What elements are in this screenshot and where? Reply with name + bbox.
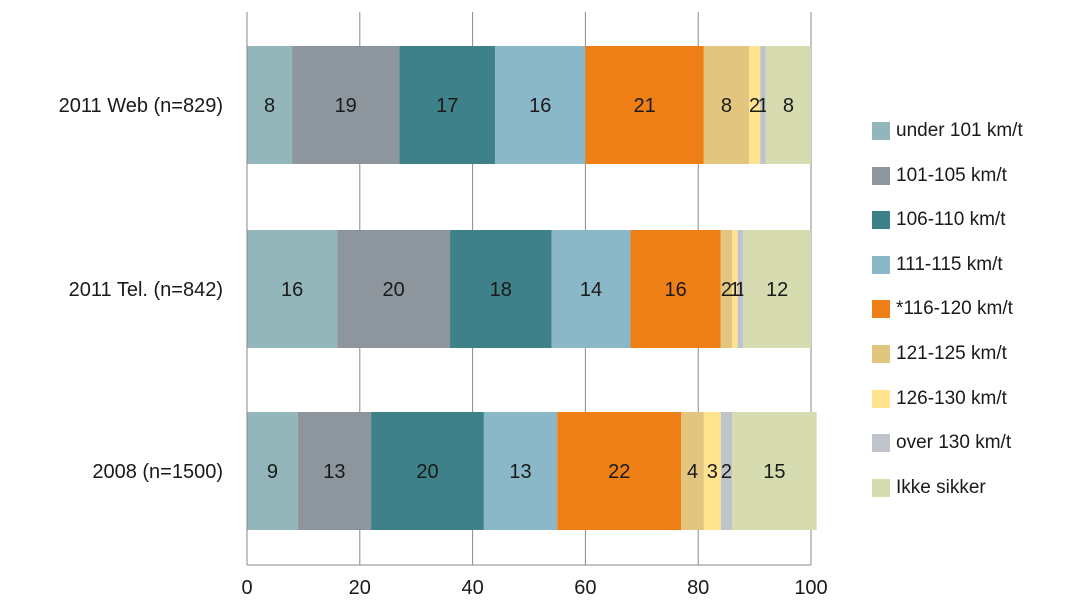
category-label: 2008 (n=1500): [92, 461, 223, 483]
data-label: 19: [335, 95, 357, 117]
bar-segment: [760, 46, 766, 164]
legend-swatch: [872, 122, 890, 140]
data-label: 16: [281, 279, 303, 301]
data-label: 16: [529, 95, 551, 117]
data-label: 3: [707, 461, 718, 483]
legend-label: under 101 km/t: [896, 120, 1023, 141]
data-label: 2: [749, 95, 760, 117]
legend-item: *116-120 km/t: [872, 294, 1013, 324]
legend-swatch: [872, 166, 890, 185]
legend-label: 101-105 km/t: [896, 164, 1007, 186]
data-label: 21: [633, 95, 655, 117]
legend-swatch: [872, 255, 890, 274]
legend-label: 106-110 km/t: [896, 209, 1006, 231]
bar-segment: [737, 230, 744, 348]
data-label: 20: [416, 461, 438, 483]
bar-segment: [292, 46, 400, 164]
data-label: 20: [383, 279, 405, 301]
bar-segment: [483, 412, 558, 530]
x-tick-label: 80: [687, 577, 709, 599]
legend-item: 126-130 km/t: [872, 384, 1007, 414]
data-label: 13: [323, 461, 345, 483]
bar-segment: [495, 46, 586, 164]
data-label: 16: [665, 279, 687, 301]
legend-label: *116-120 km/t: [896, 298, 1013, 320]
data-label: 17: [436, 95, 458, 117]
bar-segment: [703, 46, 749, 164]
category-label: 2011 Web (n=829): [59, 95, 223, 117]
data-label: 1: [729, 279, 740, 301]
legend-label: Ikke sikker: [896, 476, 986, 498]
data-label: 8: [264, 95, 275, 117]
legend-swatch: [872, 434, 890, 453]
data-label: 8: [783, 95, 794, 117]
bar-segment: [765, 46, 811, 164]
bar-segment: [743, 230, 811, 348]
data-label: 4: [687, 461, 698, 483]
bar-segment: [297, 412, 372, 530]
legend-item: 106-110 km/t: [872, 205, 1005, 235]
data-label: 22: [608, 461, 630, 483]
bar-segment: [681, 412, 704, 530]
x-tick-label: 20: [349, 577, 371, 599]
legend-label: 121-125 km/t: [896, 343, 1007, 364]
x-tick-label: 40: [461, 577, 483, 599]
legend-item: 101-105 km/t: [872, 161, 1007, 191]
bar-segment: [732, 230, 738, 348]
legend-item: 121-125 km/t: [872, 339, 1007, 369]
bar-segment: [247, 46, 293, 164]
bar-segment: [585, 46, 704, 164]
legend-item: Ikke sikker: [872, 473, 986, 503]
data-label: 2: [721, 279, 732, 301]
legend-swatch: [872, 389, 890, 408]
x-tick-label: 100: [794, 577, 827, 599]
data-label: 12: [766, 279, 788, 301]
data-label: 14: [580, 279, 602, 301]
data-label: 9: [267, 461, 278, 483]
data-label: 15: [763, 461, 785, 483]
bar-segment: [551, 230, 631, 348]
legend-label: 126-130 km/t: [896, 387, 1007, 409]
category-label: 2011 Tel. (n=842): [69, 279, 223, 301]
legend-swatch: [872, 300, 890, 319]
legend-item: over 130 km/t: [872, 428, 1011, 458]
bar-segment: [630, 230, 721, 348]
x-tick-label: 60: [574, 577, 596, 599]
legend-label: 111-115 km/t: [896, 253, 1003, 275]
data-label: 13: [509, 461, 531, 483]
legend-swatch: [872, 345, 890, 363]
legend-swatch: [872, 211, 890, 230]
bar-segment: [748, 46, 761, 164]
x-tick-label: 0: [241, 577, 252, 599]
bar-segment: [720, 230, 733, 348]
bar-segment: [720, 412, 733, 530]
legend-item: under 101 km/t: [872, 116, 1023, 146]
bar-segment: [399, 46, 496, 164]
bar-segment: [371, 412, 484, 530]
data-label: 1: [757, 95, 768, 117]
data-label: 18: [490, 279, 512, 301]
legend-item: 111-115 km/t: [872, 250, 1003, 280]
bar-segment: [450, 230, 552, 348]
bar-segment: [703, 412, 721, 530]
data-label: 2: [721, 461, 732, 483]
bar-segment: [557, 412, 682, 530]
bar-segment: [247, 230, 338, 348]
bar-segment: [337, 230, 451, 348]
bar-segment: [247, 412, 298, 530]
data-label: 1: [735, 279, 746, 301]
legend-swatch: [872, 478, 890, 497]
bar-segment: [732, 412, 817, 530]
legend-label: over 130 km/t: [896, 432, 1012, 454]
data-label: 8: [721, 95, 732, 117]
